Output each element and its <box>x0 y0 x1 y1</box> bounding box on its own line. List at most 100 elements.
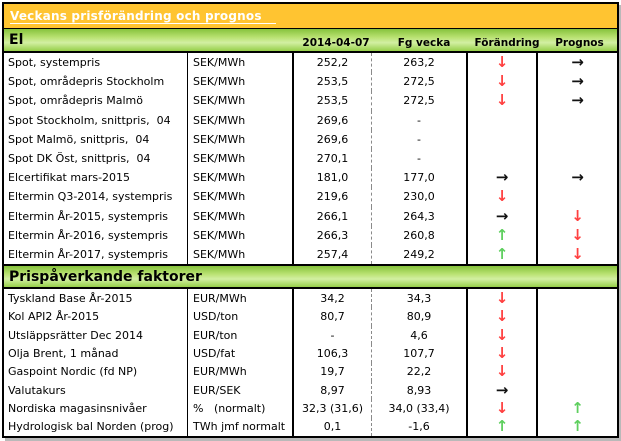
row-unit: SEK/MWh <box>188 53 294 73</box>
forecast-cell <box>538 111 617 130</box>
row-value-previous: 230,0 <box>372 187 468 207</box>
section-header-el: El 2014-04-07 Fg vecka Förändring Progno… <box>4 29 617 53</box>
row-unit: SEK/MWh <box>188 110 294 130</box>
row-value-current: 266,1 <box>294 206 372 226</box>
table-row: Nordiska magasinsnivåer% (normalt) 32,3 (… <box>4 399 617 418</box>
row-label: Eltermin Q3-2014, systempris <box>4 187 188 207</box>
row-label: Spot, områdepris Stockholm <box>4 72 188 92</box>
row-value-previous: 260,8 <box>372 225 468 245</box>
table-row: Tyskland Base År-2015 EUR/MWh 34,2 34,3 ↓ <box>4 289 617 308</box>
section-factors-rows: Tyskland Base År-2015 EUR/MWh 34,2 34,3 ↓ Kol… <box>4 289 617 437</box>
forecast-cell: → <box>538 72 617 91</box>
row-value-current: 269,6 <box>294 129 372 149</box>
row-value-current: 253,5 <box>294 72 372 92</box>
section-header-factors: Prispåverkande faktorer <box>4 264 617 290</box>
table-row: Eltermin År-2017, systempris SEK/MWh 257,4… <box>4 244 617 265</box>
row-value-current: 181,0 <box>294 168 372 188</box>
change-cell: → <box>468 206 538 226</box>
row-label: Utsläppsrätter Dec 2014 <box>4 325 188 345</box>
row-value-previous: - <box>372 129 468 149</box>
forecast-cell <box>538 307 617 325</box>
row-value-previous: 80,9 <box>372 307 468 326</box>
forecast-cell: ↓ <box>538 245 617 264</box>
row-unit: EUR/ton <box>188 325 294 345</box>
table-title-banner: Veckans prisförändring och prognos <box>4 4 617 29</box>
forecast-cell <box>538 363 617 381</box>
table-row: Spot Stockholm, snittpris, 04 SEK/MWh 269,… <box>4 110 617 130</box>
change-down-arrow-icon: ↓ <box>495 399 509 418</box>
row-label: Spot, områdepris Malmö <box>4 91 188 111</box>
change-cell: → <box>468 168 538 188</box>
forecast-cell <box>538 344 617 362</box>
table-row: Eltermin År-2016, systempris SEK/MWh 266,3… <box>4 225 617 245</box>
change-right-arrow-icon: → <box>495 168 509 187</box>
forecast-cell: ↑ <box>538 399 617 417</box>
change-down-arrow-icon: ↓ <box>495 325 509 344</box>
row-unit: SEK/MWh <box>188 244 294 265</box>
row-unit: SEK/MWh <box>188 129 294 149</box>
forecast-up-arrow-icon: ↑ <box>571 399 584 418</box>
change-cell: → <box>468 381 538 400</box>
row-value-current: 0,1 <box>294 417 372 437</box>
table-row: Eltermin Q3-2014, systempris SEK/MWh 219,6… <box>4 187 617 207</box>
change-down-arrow-icon: ↓ <box>495 362 509 381</box>
row-value-current: 219,6 <box>294 187 372 207</box>
row-value-current: 19,7 <box>294 362 372 382</box>
change-up-arrow-icon: ↑ <box>495 225 509 244</box>
column-header-change: Förändring <box>474 37 540 49</box>
row-value-current: 80,7 <box>294 307 372 326</box>
row-unit: SEK/MWh <box>188 91 294 111</box>
row-value-previous: -1,6 <box>372 417 468 437</box>
table-row: Utsläppsrätter Dec 2014 EUR/ton -4,6 ↓ <box>4 325 617 345</box>
forecast-cell: ↓ <box>538 207 617 226</box>
row-unit: EUR/SEK <box>188 381 294 400</box>
row-value-previous: 272,5 <box>372 72 468 92</box>
row-unit: TWh jmf normalt <box>188 417 294 437</box>
change-cell: ↓ <box>468 53 538 73</box>
section-title-factors: Prispåverkande faktorer <box>9 268 202 285</box>
change-up-arrow-icon: ↑ <box>495 244 509 263</box>
row-value-previous: 34,3 <box>372 289 468 308</box>
row-value-current: 253,5 <box>294 91 372 111</box>
table-row: Valutakurs EUR/SEK 8,97 8,93 → <box>4 381 617 400</box>
change-down-arrow-icon: ↓ <box>495 91 509 110</box>
row-unit: SEK/MWh <box>188 168 294 188</box>
change-down-arrow-icon: ↓ <box>495 53 509 72</box>
change-down-arrow-icon: ↓ <box>495 344 509 362</box>
column-header-forecast: Prognos <box>555 37 604 49</box>
change-cell: ↓ <box>468 91 538 111</box>
row-label: Spot Stockholm, snittpris, 04 <box>4 110 188 130</box>
table-title: Veckans prisförändring och prognos <box>10 9 276 24</box>
change-cell: ↓ <box>468 362 538 382</box>
change-cell: ↓ <box>468 344 538 363</box>
row-unit: USD/fat <box>188 344 294 363</box>
forecast-right-arrow-icon: → <box>571 91 584 110</box>
change-cell <box>468 129 538 149</box>
row-value-previous: 264,3 <box>372 206 468 226</box>
row-value-previous: 272,5 <box>372 91 468 111</box>
row-value-current: 252,2 <box>294 53 372 73</box>
change-down-arrow-icon: ↓ <box>495 307 509 326</box>
forecast-cell <box>538 326 617 344</box>
row-value-current: 32,3 (31,6) <box>294 399 372 418</box>
row-label: Olja Brent, 1 månad <box>4 344 188 363</box>
forecast-cell <box>538 289 617 307</box>
table-row: Spot Malmö, snittpris, 04 SEK/MWh 269,6- <box>4 129 617 149</box>
row-value-previous: 177,0 <box>372 168 468 188</box>
column-header-date: 2014-04-07 <box>302 37 370 49</box>
row-unit: % (normalt) <box>188 399 294 418</box>
change-right-arrow-icon: → <box>495 206 509 225</box>
change-cell: ↓ <box>468 187 538 207</box>
forecast-cell: → <box>538 53 617 72</box>
row-label: Tyskland Base År-2015 <box>4 289 188 308</box>
row-label: Hydrologisk bal Norden (prog) <box>4 417 188 437</box>
row-unit: SEK/MWh <box>188 148 294 169</box>
table-row: Olja Brent, 1 månad USD/fat 106,3 107,7 ↓ <box>4 344 617 363</box>
forecast-cell <box>538 130 617 149</box>
table-row: Kol API2 År-2015 USD/ton 80,7 80,9 ↓ <box>4 307 617 326</box>
row-unit: SEK/MWh <box>188 72 294 92</box>
change-cell <box>468 148 538 169</box>
row-value-previous: 249,2 <box>372 244 468 265</box>
forecast-cell: ↑ <box>538 418 617 436</box>
forecast-right-arrow-icon: → <box>571 53 584 72</box>
